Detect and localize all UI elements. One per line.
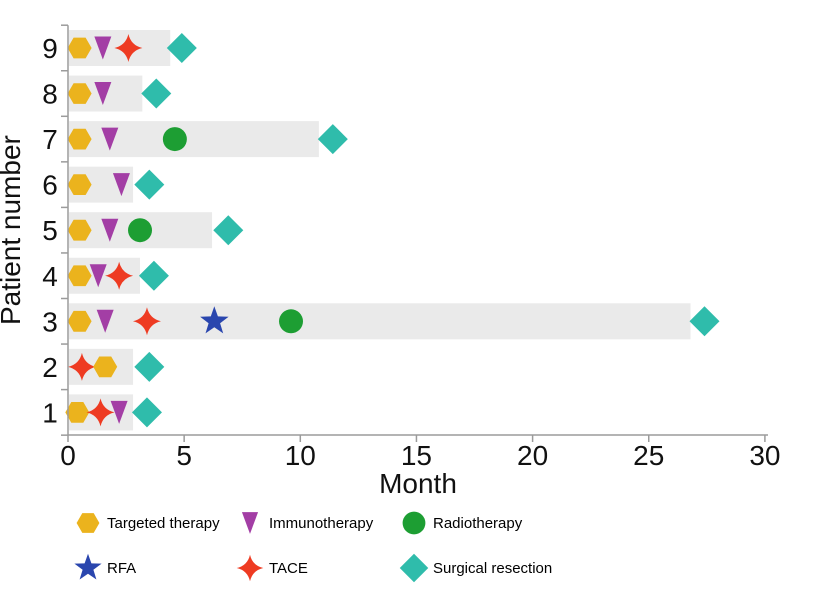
targeted-therapy-marker xyxy=(65,402,90,423)
surgical-resection-marker xyxy=(134,169,165,200)
x-tick-label: 0 xyxy=(60,440,76,471)
targeted-therapy-marker xyxy=(67,265,92,287)
radiotherapy-legend-icon xyxy=(402,511,426,535)
targeted-therapy-marker xyxy=(67,83,92,104)
legend-label: Surgical resection xyxy=(433,559,553,577)
rfa-legend-icon xyxy=(74,553,102,580)
x-tick-label: 30 xyxy=(749,440,780,471)
targeted-therapy-marker xyxy=(67,219,92,241)
legend-item-rfa: RFA xyxy=(72,552,136,584)
immunotherapy-marker xyxy=(101,218,119,242)
immunotherapy-marker xyxy=(96,309,114,333)
surgical-resection-marker xyxy=(689,306,720,337)
immunotherapy-legend-marker xyxy=(241,512,259,534)
immunotherapy-marker xyxy=(112,173,130,197)
tace-marker xyxy=(132,307,161,336)
tace-marker xyxy=(105,261,134,290)
tace-marker xyxy=(67,352,96,381)
rfa-marker xyxy=(200,306,229,334)
swimmer-bar-patient-3 xyxy=(69,303,691,340)
immunotherapy-marker xyxy=(101,127,119,151)
surgical-resection-marker xyxy=(141,78,172,109)
x-axis-title: Month xyxy=(379,468,457,496)
y-tick-label: 5 xyxy=(42,215,58,246)
legend-item-radiotherapy: Radiotherapy xyxy=(398,507,522,539)
immunotherapy-legend-icon xyxy=(241,512,259,534)
surgical-resection-marker xyxy=(138,260,169,291)
x-tick-label: 20 xyxy=(517,440,548,471)
legend-label: TACE xyxy=(269,559,308,577)
swimmer-plot-canvas: 0 5 10 15 20 25 30 9 8 7 6 5 4 3 2 1 Month Patient number xyxy=(0,24,780,496)
surgical-resection-legend-icon xyxy=(399,553,429,583)
legend-label: Radiotherapy xyxy=(433,514,523,532)
y-axis-title: Patient number xyxy=(0,135,26,325)
legend-item-targeted-therapy: Targeted therapy xyxy=(72,507,220,539)
rfa-legend-marker xyxy=(74,553,102,580)
y-tick-label: 9 xyxy=(42,33,58,64)
y-tick-label: 2 xyxy=(42,352,58,383)
targeted-therapy-marker xyxy=(67,128,92,150)
targeted-therapy-marker xyxy=(67,174,92,195)
x-tick-label: 5 xyxy=(176,440,192,471)
targeted-therapy-marker xyxy=(67,310,92,332)
x-tick-label: 15 xyxy=(401,440,432,471)
y-tick-label: 6 xyxy=(42,170,58,201)
tace-marker xyxy=(86,398,115,427)
surgical-resection-marker xyxy=(131,397,162,428)
legend-item-surgical-resection: Surgical resection xyxy=(398,552,552,584)
surgical-resection-marker xyxy=(166,33,197,63)
y-tick-label: 3 xyxy=(42,306,58,337)
immunotherapy-marker xyxy=(94,36,112,60)
legend-label: Targeted therapy xyxy=(107,514,220,532)
targeted-therapy-marker xyxy=(93,356,118,378)
y-tick-label: 4 xyxy=(42,261,58,292)
immunotherapy-marker xyxy=(94,82,112,106)
tace-legend-marker xyxy=(236,554,264,582)
x-tick-label: 25 xyxy=(633,440,664,471)
legend-item-tace: TACE xyxy=(234,552,308,584)
radiotherapy-marker xyxy=(128,218,153,243)
targeted-therapy-legend-marker xyxy=(76,513,100,533)
legend-item-immunotherapy: Immunotherapy xyxy=(234,507,373,539)
radiotherapy-marker xyxy=(162,127,187,152)
surgical-resection-marker xyxy=(317,124,348,155)
tace-legend-icon xyxy=(236,554,264,582)
surgical-resection-legend-marker xyxy=(399,553,429,583)
radiotherapy-marker xyxy=(279,309,304,334)
immunotherapy-marker xyxy=(89,264,107,288)
legend-label: Immunotherapy xyxy=(269,514,374,532)
targeted-therapy-legend-icon xyxy=(76,513,100,533)
targeted-therapy-marker xyxy=(67,37,92,59)
x-tick-label: 10 xyxy=(285,440,316,471)
y-tick-label: 7 xyxy=(42,124,58,155)
immunotherapy-marker xyxy=(110,400,128,424)
tace-marker xyxy=(114,34,143,62)
y-tick-label: 8 xyxy=(42,79,58,110)
surgical-resection-marker xyxy=(213,215,244,246)
y-tick-label: 1 xyxy=(42,397,58,428)
legend-label: RFA xyxy=(107,559,137,577)
radiotherapy-legend-marker xyxy=(402,511,426,535)
surgical-resection-marker xyxy=(134,351,165,382)
